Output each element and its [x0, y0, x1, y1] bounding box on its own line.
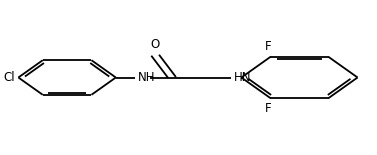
Text: NH: NH [138, 71, 156, 84]
Text: F: F [265, 40, 272, 53]
Text: Cl: Cl [4, 71, 15, 84]
Text: F: F [265, 102, 272, 115]
Text: HN: HN [234, 71, 251, 84]
Text: O: O [150, 38, 160, 51]
